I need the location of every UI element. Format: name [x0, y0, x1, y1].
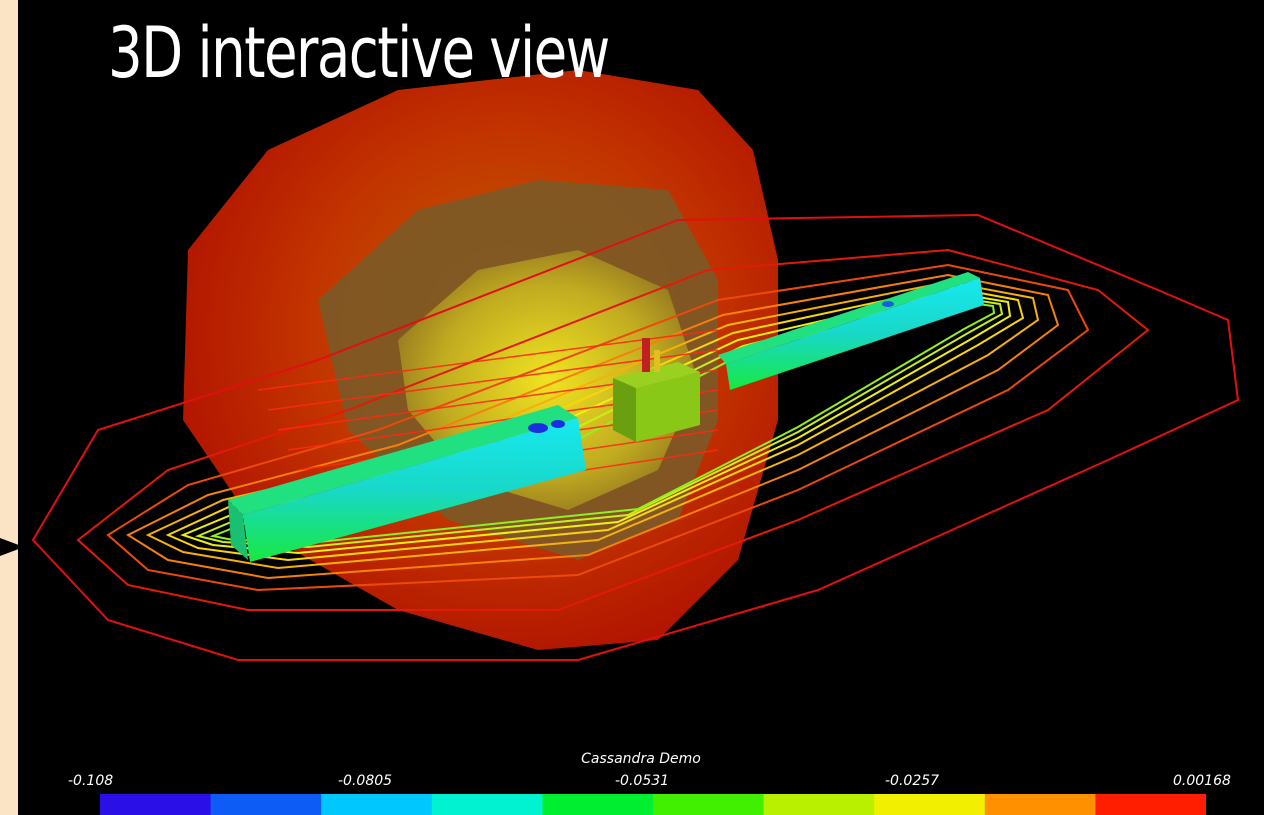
- page-title: 3D interactive view: [108, 12, 610, 94]
- colorbar-tick-4: -0.0257: [885, 773, 940, 789]
- colorbar-segment: [874, 794, 986, 815]
- center-block-top: [613, 362, 700, 388]
- right-bar-side: [726, 278, 984, 390]
- colorbar-segment: [100, 794, 212, 815]
- left-bar-side: [243, 418, 586, 562]
- colorbar: [100, 794, 1206, 815]
- colorbar-segment: [542, 794, 654, 815]
- colorbar-tick-2: -0.0805: [338, 773, 393, 789]
- colorbar-segment: [763, 794, 876, 815]
- colorbar-tick-min: -0.108: [68, 773, 114, 789]
- colorbar-segment: [984, 794, 1097, 815]
- colorbar-tick-mid: -0.0531: [615, 773, 670, 789]
- 3d-viewport[interactable]: 3D interactive view Cassandra Demo -0.10…: [18, 0, 1264, 815]
- center-block-front: [636, 372, 700, 442]
- center-block-left: [613, 378, 636, 442]
- colorbar-segment: [1095, 794, 1206, 815]
- colorbar-segment: [653, 794, 765, 815]
- left-bar-top: [228, 405, 578, 515]
- colorbar-tick-max: 0.00168: [1173, 773, 1231, 789]
- colorbar-title: Cassandra Demo: [581, 751, 701, 767]
- colorbar-segment: [210, 794, 323, 815]
- colorbar-segment: [321, 794, 433, 815]
- colorbar-segment: [431, 794, 544, 815]
- 3d-scene[interactable]: [18, 0, 1264, 815]
- pointer-arrow-icon: [0, 538, 24, 556]
- right-bar-top: [718, 272, 980, 364]
